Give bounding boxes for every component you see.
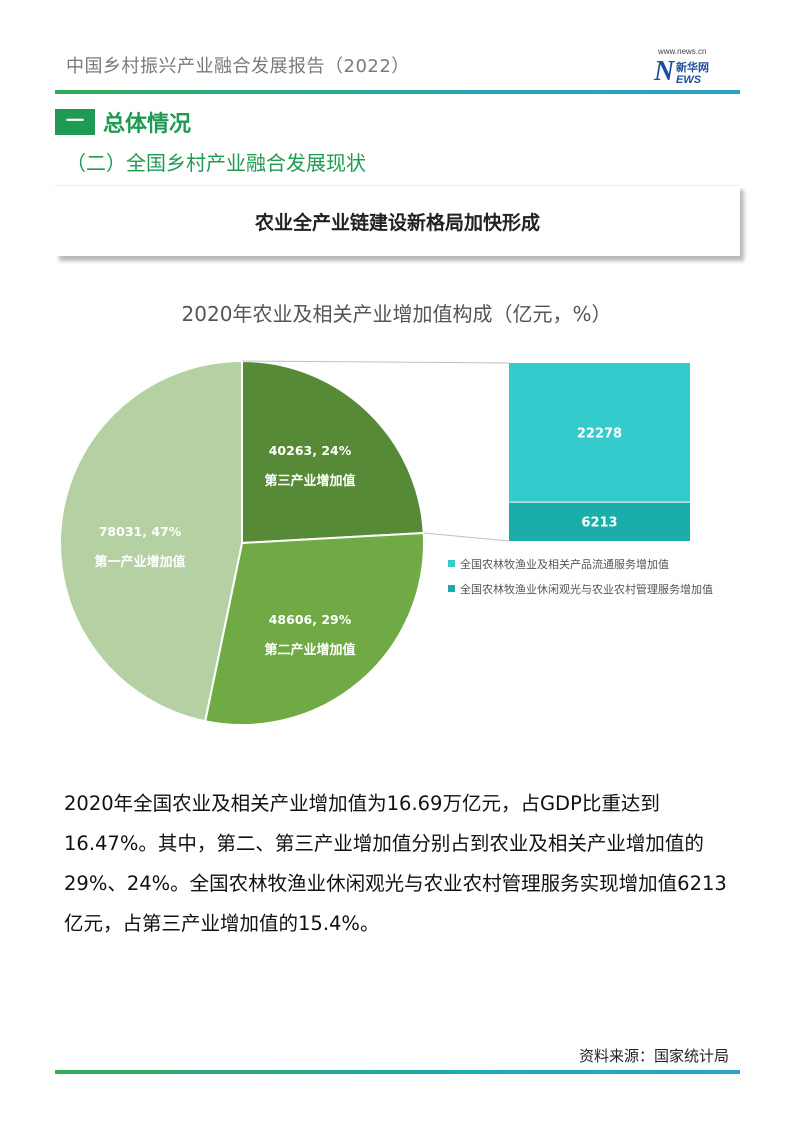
pie-category-label: 第三产业增加值 [264, 473, 355, 489]
connector-lines [241, 360, 510, 542]
stack-segment-leisure [509, 502, 690, 541]
stack-segment-circulation [509, 363, 690, 503]
pie-slice-first-industry [59, 359, 243, 723]
stack-value-label: 6213 [581, 516, 617, 531]
connector-line-top [241, 360, 510, 364]
chart-title: 2020年农业及相关产业增加值构成（亿元，%） [181, 302, 612, 326]
logo-mark: N [654, 56, 675, 87]
xinhua-news-logo: www.news.cn N 新华网 EWS [654, 47, 730, 89]
pie-slice-third-industry [241, 359, 425, 545]
chart-legend: 全国农林牧渔业及相关产品流通服务增加值 全国农林牧渔业休闲观光与农业农村管理服务… [448, 556, 713, 606]
data-labels: 40263, 24% 第三产业增加值 48606, 29% 第二产业增加值 78031,… [94, 427, 622, 658]
pie-value-label: 40263, 24% [269, 443, 352, 458]
bar-of-pie-chart: 40263, 24% 第三产业增加值 48606, 29% 第二产业增加值 78031,… [59, 359, 690, 726]
subsection-title: （二）全国乡村产业融合发展现状 [66, 151, 366, 175]
pie-value-label: 78031, 47% [99, 524, 182, 539]
footer-divider [55, 1070, 740, 1074]
section-title: 总体情况 [103, 112, 192, 137]
stack-value-label: 22278 [577, 427, 622, 442]
stack-group [509, 363, 690, 541]
data-source: 资料来源：国家统计局 [578, 1047, 729, 1065]
body-paragraph: 2020年全国农业及相关产业增加值为16.69万亿元，占GDP比重达到16.47… [64, 792, 727, 935]
pie-value-label: 48606, 29% [269, 612, 352, 627]
topic-banner: 农业全产业链建设新格局加快形成 [55, 185, 740, 256]
legend-item-circulation: 全国农林牧渔业及相关产品流通服务增加值 [448, 556, 713, 572]
logo-cn: 新华网 [676, 61, 709, 74]
pie-slice-second-industry [203, 531, 425, 726]
legend-swatch [448, 560, 455, 567]
header-divider [55, 90, 740, 94]
logo-ews: EWS [676, 74, 702, 86]
pie-group [59, 359, 425, 726]
section-number: 一 [55, 109, 95, 135]
legend-label: 全国农林牧渔业及相关产品流通服务增加值 [460, 558, 669, 571]
topic-banner-text: 农业全产业链建设新格局加快形成 [254, 212, 540, 234]
legend-label: 全国农林牧渔业休闲观光与农业农村管理服务增加值 [460, 583, 713, 596]
logo-url: www.news.cn [658, 47, 707, 56]
legend-item-leisure: 全国农林牧渔业休闲观光与农业农村管理服务增加值 [448, 581, 713, 597]
pie-category-label: 第二产业增加值 [264, 642, 355, 658]
document-title: 中国乡村振兴产业融合发展报告（2022） [66, 56, 410, 77]
legend-swatch [448, 585, 455, 592]
connector-line-bottom [423, 532, 510, 542]
pie-category-label: 第一产业增加值 [94, 554, 185, 570]
